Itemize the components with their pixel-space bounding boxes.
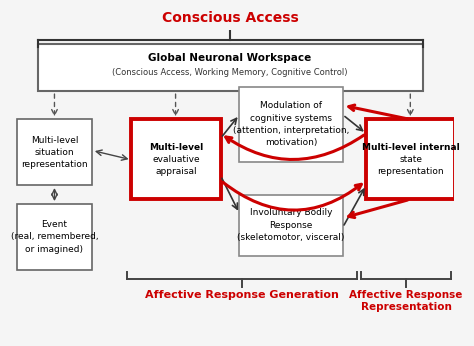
Text: or imagined): or imagined) [26, 245, 83, 254]
Text: Multi-level: Multi-level [149, 143, 203, 152]
Text: appraisal: appraisal [155, 167, 197, 176]
Text: state: state [399, 155, 422, 164]
Text: Response: Response [269, 221, 313, 230]
Bar [239, 86, 343, 162]
Bar [366, 119, 456, 199]
Text: (skeletomotor, visceral): (skeletomotor, visceral) [237, 233, 345, 242]
Text: representation: representation [377, 167, 444, 176]
Text: cognitive systems: cognitive systems [250, 113, 332, 122]
Text: situation: situation [35, 148, 74, 157]
Text: Multi-level internal: Multi-level internal [362, 143, 460, 152]
Text: motivation): motivation) [265, 138, 317, 147]
Text: evaluative: evaluative [152, 155, 200, 164]
Text: Event: Event [41, 220, 67, 229]
Text: Affective Response Generation: Affective Response Generation [145, 290, 339, 300]
Bar [131, 119, 221, 199]
Text: (Conscious Access, Working Memory, Cognitive Control): (Conscious Access, Working Memory, Cogni… [112, 68, 348, 77]
Text: Global Neuronal Workspace: Global Neuronal Workspace [148, 53, 312, 63]
Text: Affective Response
Representation: Affective Response Representation [349, 290, 463, 312]
Text: (attention, interpretation,: (attention, interpretation, [233, 126, 349, 135]
Bar [17, 204, 92, 270]
Text: Conscious Access: Conscious Access [162, 11, 299, 25]
Bar [37, 44, 422, 91]
Text: Modulation of: Modulation of [260, 101, 322, 110]
Bar [239, 194, 343, 256]
Text: Involuntary Bodily: Involuntary Bodily [250, 208, 332, 217]
Text: (real, remembered,: (real, remembered, [10, 232, 98, 241]
Bar [17, 119, 92, 185]
Text: Multi-level: Multi-level [31, 136, 78, 145]
Text: representation: representation [21, 160, 88, 169]
